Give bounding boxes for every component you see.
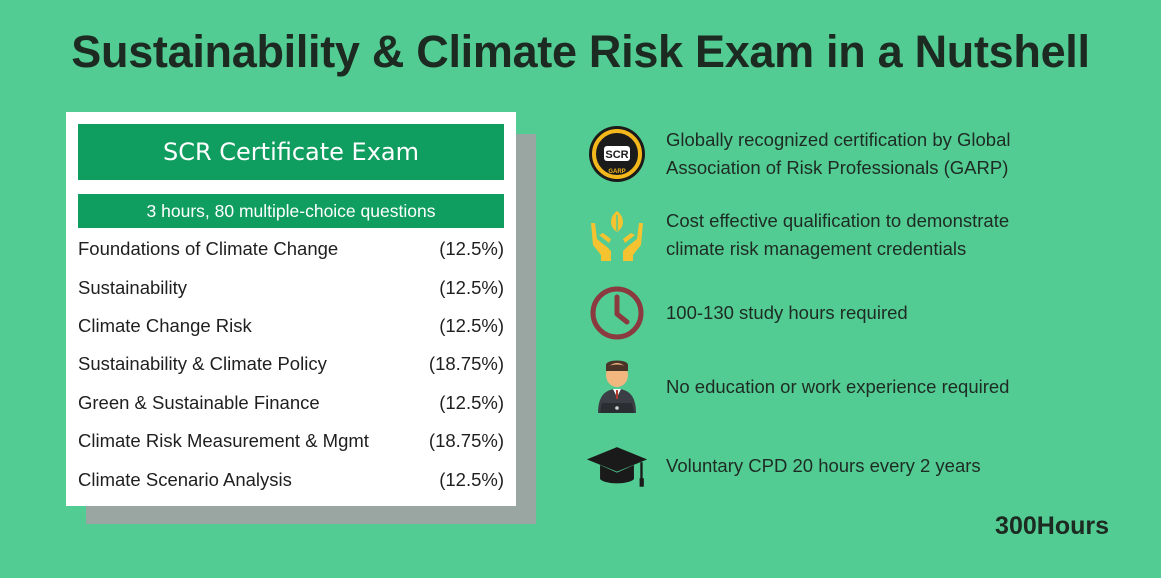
topic-name: Foundations of Climate Change xyxy=(78,238,339,260)
feature-no-experience: No education or work experience required xyxy=(585,355,1145,419)
badge-garp-text: GARP xyxy=(608,169,625,175)
card-header: SCR Certificate Exam xyxy=(78,124,504,180)
badge-text: SCR xyxy=(605,149,628,161)
feature-text: Cost effective qualification to demonstr… xyxy=(666,207,1009,263)
topic-name: Climate Risk Measurement & Mgmt xyxy=(78,430,369,452)
topic-weight: (18.75%) xyxy=(428,430,504,452)
topic-name: Sustainability xyxy=(78,276,188,298)
topic-name: Green & Sustainable Finance xyxy=(78,391,320,413)
topic-weight: (12.5%) xyxy=(439,276,504,298)
graduation-cap-icon xyxy=(585,434,649,498)
feature-text-line: Cost effective qualification to demonstr… xyxy=(666,210,1010,231)
feature-text-line: No education or work experience required xyxy=(666,376,1010,397)
feature-certification: SCR GARP Globally recognized certificati… xyxy=(585,122,1145,186)
feature-text-line: Globally recognized certification by Glo… xyxy=(666,129,1011,150)
topic-row: Sustainability (12.5%) xyxy=(78,268,504,306)
feature-text-line: climate risk management credentials xyxy=(666,238,967,259)
hands-leaf-icon xyxy=(585,203,649,267)
topic-row: Green & Sustainable Finance (12.5%) xyxy=(78,384,504,422)
topic-row: Climate Risk Measurement & Mgmt (18.75%) xyxy=(78,422,504,460)
page-title: Sustainability & Climate Risk Exam in a … xyxy=(71,26,1090,77)
feature-text-line: Voluntary CPD 20 hours every 2 years xyxy=(666,455,981,476)
person-laptop-icon xyxy=(585,355,649,419)
topic-weight: (12.5%) xyxy=(439,468,504,490)
clock-icon xyxy=(585,281,649,345)
feature-text: Globally recognized certification by Glo… xyxy=(666,126,1010,182)
topic-row: Sustainability & Climate Policy (18.75%) xyxy=(78,345,504,383)
topic-weight: (18.75%) xyxy=(428,353,504,375)
topic-row: Climate Scenario Analysis (12.5%) xyxy=(78,460,504,498)
topic-row: Climate Change Risk (12.5%) xyxy=(78,307,504,345)
feature-text: Voluntary CPD 20 hours every 2 years xyxy=(666,452,981,480)
topic-weight: (12.5%) xyxy=(439,391,504,413)
scr-badge-icon: SCR GARP xyxy=(585,122,649,186)
topic-name: Climate Scenario Analysis xyxy=(78,468,292,490)
card-subheader: 3 hours, 80 multiple-choice questions xyxy=(78,194,504,228)
feature-text-line: 100-130 study hours required xyxy=(666,302,908,323)
feature-text: No education or work experience required xyxy=(666,373,1009,401)
feature-text: 100-130 study hours required xyxy=(666,299,908,327)
topic-row: Foundations of Climate Change (12.5%) xyxy=(78,230,504,268)
exam-card: SCR Certificate Exam 3 hours, 80 multipl… xyxy=(66,112,516,506)
topic-name: Climate Change Risk xyxy=(78,314,252,336)
topic-list: Foundations of Climate Change (12.5%) Sus… xyxy=(78,230,504,499)
topic-name: Sustainability & Climate Policy xyxy=(78,353,327,375)
feature-study-hours: 100-130 study hours required xyxy=(585,281,1145,345)
topic-weight: (12.5%) xyxy=(439,238,504,260)
brand-logo: 300Hours xyxy=(995,512,1109,540)
topic-weight: (12.5%) xyxy=(439,314,504,336)
feature-cpd: Voluntary CPD 20 hours every 2 years xyxy=(585,434,1145,498)
feature-text-line: Association of Risk Professionals (GARP) xyxy=(666,157,1009,178)
feature-cost: Cost effective qualification to demonstr… xyxy=(585,203,1145,267)
